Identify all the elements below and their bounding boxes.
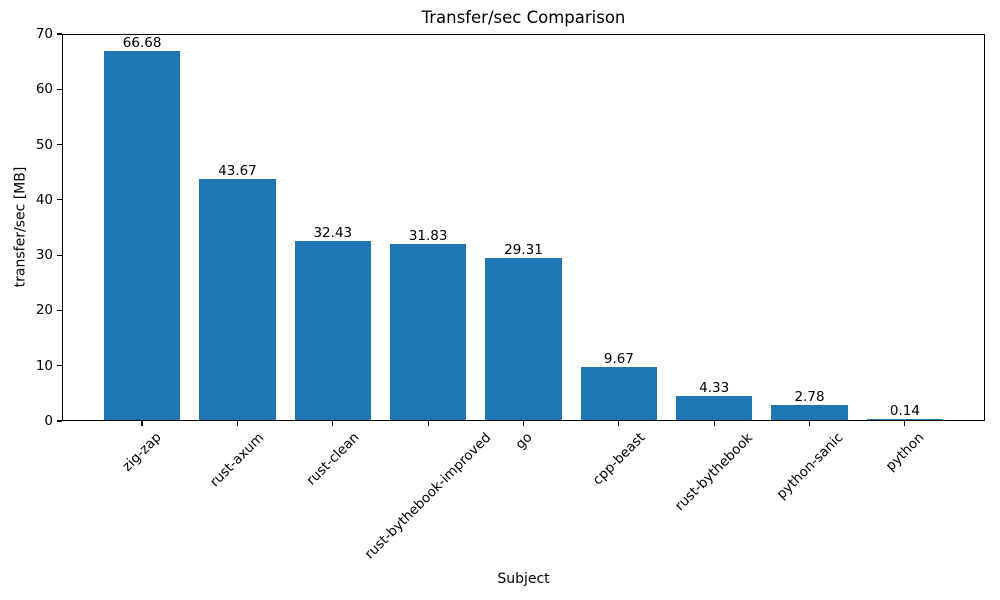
bar-rust-clean — [294, 240, 371, 420]
x-tick-mark — [713, 421, 715, 426]
x-tick-mark — [904, 421, 906, 426]
y-tick-mark — [57, 199, 62, 201]
x-tick-mark — [618, 421, 620, 426]
y-tick-label: 40 — [35, 191, 53, 208]
y-tick-mark — [57, 143, 62, 146]
y-tick-mark — [57, 254, 62, 256]
x-tick-mark — [427, 421, 429, 426]
y-tick-label: 30 — [35, 247, 53, 264]
bar-cpp-beast — [580, 366, 657, 420]
x-tick-mark — [522, 421, 525, 426]
bar-python-sanic — [771, 404, 848, 420]
x-tick-label: rust-bythebook-improved — [361, 429, 495, 563]
x-axis-label: Subject — [497, 571, 550, 587]
x-tick-label: rust-axum — [207, 429, 268, 490]
y-tick-mark — [57, 33, 62, 35]
bar-value-label: 31.83 — [408, 228, 448, 245]
bar-value-label: 32.43 — [313, 224, 353, 241]
y-tick-label: 70 — [35, 26, 53, 42]
bar-value-label: 4.33 — [699, 380, 730, 397]
bar-go — [485, 257, 562, 420]
x-tick-mark — [808, 421, 811, 426]
bar-rust-bythebook — [676, 396, 753, 420]
bar-rust-axum — [199, 178, 276, 420]
x-tick-label: python — [882, 429, 928, 475]
y-tick-mark — [57, 365, 62, 367]
x-tick-label: zig-zap — [119, 429, 165, 475]
bar-value-label: 0.14 — [889, 403, 920, 420]
y-tick-label: 0 — [44, 413, 53, 429]
x-tick-label: cpp-beast — [589, 429, 649, 489]
x-tick-mark — [141, 421, 143, 426]
bar-zig-zap — [103, 51, 181, 420]
bar-python — [866, 419, 944, 420]
y-tick-label: 50 — [35, 136, 53, 153]
y-tick-mark — [57, 309, 62, 312]
x-tick-label: rust-clean — [303, 429, 363, 489]
y-tick-mark — [57, 420, 62, 422]
x-tick-label: go — [511, 429, 536, 453]
x-tick-mark — [236, 421, 239, 426]
bar-value-label: 9.67 — [603, 350, 634, 367]
y-tick-label: 10 — [35, 357, 53, 374]
x-tick-label: python-sanic — [773, 429, 847, 503]
plot-area — [62, 34, 985, 421]
x-tick-label: rust-bythebook — [672, 429, 757, 514]
y-tick-label: 20 — [35, 302, 53, 319]
y-tick-label: 60 — [35, 81, 53, 98]
y-axis-label: transfer/sec [MB] — [12, 166, 29, 288]
bar-value-label: 2.78 — [794, 388, 825, 405]
x-tick-mark — [332, 421, 334, 426]
bar-value-label: 43.67 — [218, 162, 257, 179]
chart-title: Transfer/sec Comparison — [421, 8, 626, 27]
bar-rust-bythebook-improved — [390, 244, 467, 420]
bar-value-label: 29.31 — [504, 241, 543, 258]
bar-value-label: 66.68 — [122, 35, 162, 52]
y-tick-mark — [57, 88, 62, 90]
